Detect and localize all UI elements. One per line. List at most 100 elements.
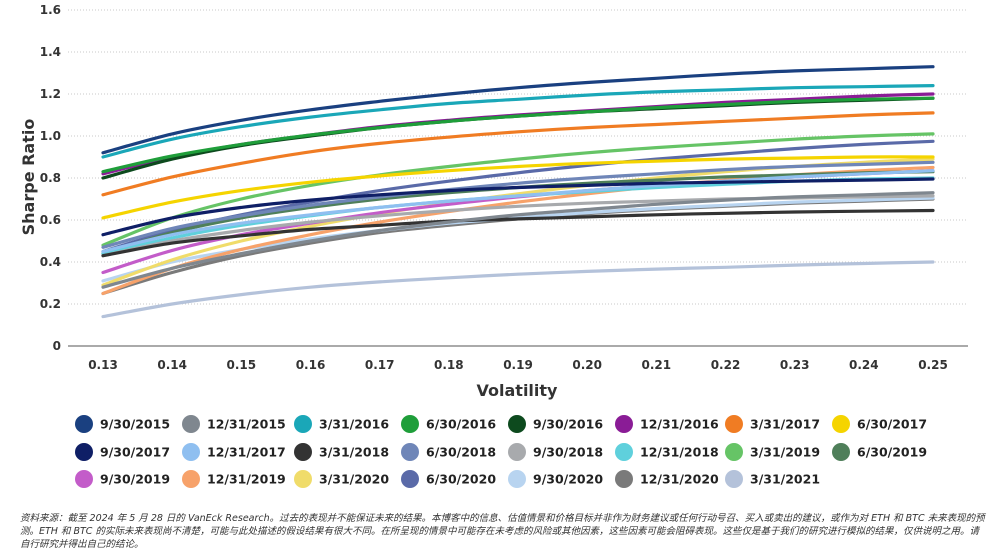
legend-label: 3/31/2020 bbox=[319, 472, 389, 487]
legend-label: 9/30/2018 bbox=[533, 445, 603, 460]
x-tick-label: 0.23 bbox=[780, 358, 810, 372]
legend-item: 3/31/2020 bbox=[294, 470, 389, 488]
legend-marker bbox=[294, 415, 312, 433]
legend-label: 9/30/2017 bbox=[100, 445, 170, 460]
x-tick-label: 0.25 bbox=[918, 358, 948, 372]
legend-marker bbox=[75, 470, 93, 488]
legend-label: 6/30/2019 bbox=[857, 445, 927, 460]
legend-label: 3/31/2017 bbox=[750, 417, 820, 432]
legend-marker bbox=[401, 415, 419, 433]
legend-label: 6/30/2017 bbox=[857, 417, 927, 432]
legend-label: 3/31/2016 bbox=[319, 417, 389, 432]
legend: 9/30/2015 12/31/2015 3/31/2016 6/30/2016 9/3… bbox=[75, 415, 927, 488]
legend-item: 12/31/2020 bbox=[615, 470, 719, 488]
y-tick-label: 1.0 bbox=[40, 129, 61, 143]
legend-label: 12/31/2019 bbox=[207, 472, 286, 487]
x-tick-label: 0.16 bbox=[296, 358, 326, 372]
legend-item: 3/31/2017 bbox=[725, 415, 820, 433]
y-axis-ticks: 0 0.2 0.4 0.6 0.8 1.0 1.2 1.4 1.6 bbox=[40, 3, 61, 353]
legend-label: 6/30/2020 bbox=[426, 472, 496, 487]
y-axis-title: Sharpe Ratio bbox=[19, 119, 38, 236]
series-line-12-31-2017 bbox=[101, 169, 935, 254]
y-tick-label: 0.8 bbox=[40, 171, 61, 185]
legend-marker bbox=[725, 443, 743, 461]
footnote-text: 资料来源：截至 2024 年 5 月 28 日的 VanEck Research… bbox=[20, 513, 985, 550]
legend-marker bbox=[182, 470, 200, 488]
series-line-12-31-2016 bbox=[101, 92, 935, 176]
legend-marker bbox=[725, 415, 743, 433]
legend-marker bbox=[294, 443, 312, 461]
legend-item: 9/30/2020 bbox=[508, 470, 603, 488]
y-tick-label: 1.6 bbox=[40, 3, 61, 17]
legend-label: 12/31/2015 bbox=[207, 417, 286, 432]
series-line-3-31-2016 bbox=[101, 84, 935, 159]
legend-label: 9/30/2019 bbox=[100, 472, 170, 487]
legend-label: 9/30/2015 bbox=[100, 417, 170, 432]
y-tick-label: 0.4 bbox=[40, 255, 61, 269]
legend-marker bbox=[508, 415, 526, 433]
legend-marker bbox=[75, 443, 93, 461]
legend-item: 6/30/2020 bbox=[401, 470, 496, 488]
legend-label: 12/31/2018 bbox=[640, 445, 719, 460]
legend-item: 12/31/2018 bbox=[615, 443, 719, 461]
series-line-9-30-2015 bbox=[101, 65, 935, 155]
legend-item: 12/31/2016 bbox=[615, 415, 719, 433]
x-tick-label: 0.19 bbox=[503, 358, 533, 372]
gridlines bbox=[68, 9, 968, 347]
series-line-6-30-2016 bbox=[101, 96, 935, 174]
series-line-3-31-2021 bbox=[101, 260, 935, 319]
legend-item: 9/30/2015 bbox=[75, 415, 170, 433]
y-tick-label: 0.6 bbox=[40, 213, 61, 227]
legend-item: 6/30/2019 bbox=[832, 443, 927, 461]
legend-item: 9/30/2018 bbox=[508, 443, 603, 461]
x-tick-label: 0.17 bbox=[365, 358, 395, 372]
legend-item: 3/31/2016 bbox=[294, 415, 389, 433]
x-tick-label: 0.21 bbox=[642, 358, 672, 372]
x-tick-label: 0.18 bbox=[434, 358, 464, 372]
legend-marker bbox=[725, 470, 743, 488]
legend-label: 6/30/2018 bbox=[426, 445, 496, 460]
legend-item: 6/30/2016 bbox=[401, 415, 496, 433]
legend-item: 6/30/2018 bbox=[401, 443, 496, 461]
legend-item: 3/31/2018 bbox=[294, 443, 389, 461]
legend-marker bbox=[294, 470, 312, 488]
legend-marker bbox=[832, 443, 850, 461]
y-tick-label: 1.4 bbox=[40, 45, 61, 59]
legend-label: 3/31/2019 bbox=[750, 445, 820, 460]
series-line-9-30-2017 bbox=[101, 177, 935, 237]
source-footnote: 资料来源：截至 2024 年 5 月 28 日的 VanEck Research… bbox=[20, 512, 985, 551]
legend-marker bbox=[182, 415, 200, 433]
y-tick-label: 1.2 bbox=[40, 87, 61, 101]
legend-marker bbox=[832, 415, 850, 433]
legend-label: 12/31/2017 bbox=[207, 445, 286, 460]
y-tick-label: 0 bbox=[53, 339, 61, 353]
legend-item: 3/31/2021 bbox=[725, 470, 820, 488]
x-tick-label: 0.14 bbox=[157, 358, 187, 372]
series-line-3-31-2017 bbox=[101, 111, 935, 197]
legend-marker bbox=[75, 415, 93, 433]
legend-label: 9/30/2016 bbox=[533, 417, 603, 432]
legend-item: 12/31/2015 bbox=[182, 415, 286, 433]
legend-item: 6/30/2017 bbox=[832, 415, 927, 433]
x-tick-label: 0.15 bbox=[227, 358, 257, 372]
legend-label: 12/31/2020 bbox=[640, 472, 719, 487]
legend-marker bbox=[615, 470, 633, 488]
x-tick-label: 0.13 bbox=[88, 358, 118, 372]
legend-label: 3/31/2021 bbox=[750, 472, 820, 487]
legend-marker bbox=[401, 470, 419, 488]
legend-item: 9/30/2017 bbox=[75, 443, 170, 461]
series-lines bbox=[101, 65, 935, 319]
legend-label: 6/30/2016 bbox=[426, 417, 496, 432]
legend-marker bbox=[401, 443, 419, 461]
x-tick-label: 0.20 bbox=[572, 358, 602, 372]
series-line-6-30-2017 bbox=[101, 155, 935, 220]
x-tick-label: 0.22 bbox=[711, 358, 741, 372]
legend-label: 3/31/2018 bbox=[319, 445, 389, 460]
legend-marker bbox=[508, 470, 526, 488]
legend-marker bbox=[615, 443, 633, 461]
legend-item: 9/30/2019 bbox=[75, 470, 170, 488]
legend-item: 9/30/2016 bbox=[508, 415, 603, 433]
legend-item: 3/31/2019 bbox=[725, 443, 820, 461]
legend-label: 9/30/2020 bbox=[533, 472, 603, 487]
x-tick-label: 0.24 bbox=[849, 358, 879, 372]
